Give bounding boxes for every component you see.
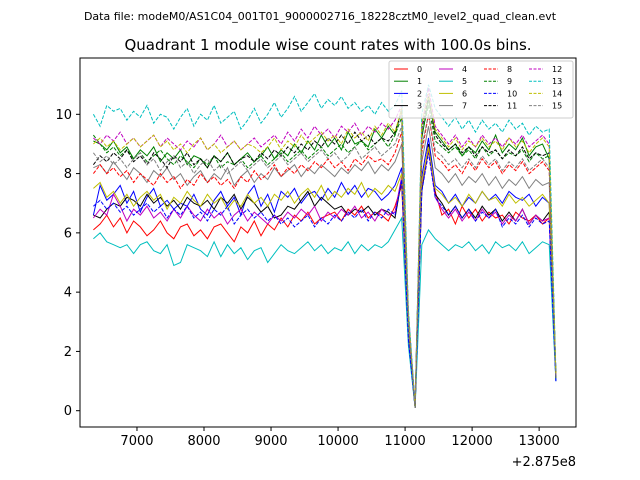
legend-label-15: 15 [552,102,562,111]
legend-label-3: 3 [417,102,422,111]
y-tick-label: 8 [64,167,72,182]
x-tick-label: 8000 [187,434,220,449]
legend-frame [388,60,574,119]
x-tick-label: 13000 [518,434,559,449]
series-layer [92,84,557,408]
series-line-2 [92,137,557,405]
series-line-10 [93,152,557,408]
series-line-15 [93,114,557,408]
series-line-1 [93,99,557,405]
x-offset-label: +2.875e8 [512,455,576,470]
series-line-14 [93,93,557,408]
legend-label-13: 13 [552,77,562,86]
series-line-6 [93,146,557,405]
plot-frame [79,57,577,428]
y-tick-label: 2 [64,345,72,360]
x-tick-label: 9000 [254,434,287,449]
series-line-0 [93,149,557,405]
series-line-11 [93,96,557,408]
series-line-13 [92,84,557,405]
legend-label-9: 9 [507,77,512,86]
x-tick-label: 10000 [317,434,358,449]
legend-label-14: 14 [552,89,562,98]
series-line-9 [93,105,557,408]
legend-label-5: 5 [462,77,467,86]
series-line-3 [93,143,557,408]
legend-label-0: 0 [417,65,422,74]
legend-label-7: 7 [462,102,467,111]
y-tick-label: 4 [64,286,72,301]
x-tick-label: 11000 [384,434,425,449]
series-line-7 [93,126,557,408]
x-tick-label: 12000 [451,434,492,449]
chart-title: Quadrant 1 module wise count rates with … [124,36,531,54]
series-line-12 [93,87,557,405]
legend-label-10: 10 [507,89,517,98]
legend-label-12: 12 [552,65,562,74]
series-line-4 [93,146,557,408]
x-tick-label: 7000 [120,434,153,449]
legend-label-11: 11 [507,102,517,111]
y-tick-label: 0 [64,404,72,419]
x-axis: 7000 8000 9000 10000 11000 12000 13000 [120,427,560,449]
suptitle: Data file: modeM0/AS1C04_001T01_90000027… [84,10,557,23]
series-line-5 [93,216,557,408]
y-tick-label: 10 [55,108,72,123]
y-axis: 0 2 4 6 8 10 [55,108,80,419]
legend-label-4: 4 [462,65,467,74]
legend-label-6: 6 [462,89,467,98]
legend-label-2: 2 [417,89,422,98]
legend-label-8: 8 [507,65,512,74]
series-line-8 [93,114,557,405]
legend-label-1: 1 [417,77,422,86]
y-tick-label: 6 [64,226,72,241]
